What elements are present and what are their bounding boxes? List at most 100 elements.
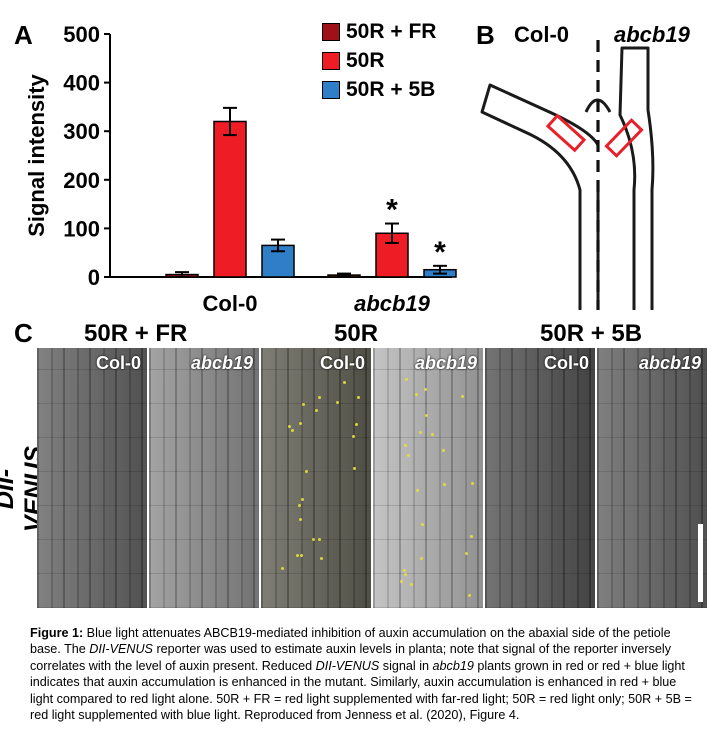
venus-signal-dot xyxy=(287,425,291,429)
venus-signal-dot xyxy=(311,537,315,541)
venus-signal-dot xyxy=(319,557,323,561)
col0-outline xyxy=(480,83,600,310)
y-tick-label: 500 xyxy=(63,22,100,47)
venus-signal-dot xyxy=(407,453,411,457)
venus-signal-dot xyxy=(300,497,304,501)
tile-label: abcb19 xyxy=(414,353,477,373)
venus-signal-dot xyxy=(405,378,409,382)
venus-signal-dot xyxy=(336,400,340,404)
legend-label-b: 50R + 5B xyxy=(346,78,436,101)
micrograph-tile: abcb19 xyxy=(597,348,707,608)
venus-signal-dot xyxy=(357,396,361,400)
chart-legend: 50R + FR 50R 50R + 5B xyxy=(322,20,492,110)
micrograph-tile: Col-0 xyxy=(485,348,595,608)
right-region-box xyxy=(604,118,644,158)
y-tick-label: 0 xyxy=(88,265,100,290)
condition-label-b: 50R + 5B xyxy=(540,320,643,347)
venus-signal-dot xyxy=(468,594,472,598)
significance-star: * xyxy=(434,236,446,269)
venus-signal-dot xyxy=(409,582,413,586)
tile-label: Col-0 xyxy=(544,353,589,373)
venus-signal-dot xyxy=(353,466,357,470)
panel-b-left-label: Col-0 xyxy=(514,22,569,47)
venus-signal-dot xyxy=(470,481,474,485)
caption-text: Blue light attenuates ABCB19-mediated in… xyxy=(30,626,671,657)
y-tick-label: 100 xyxy=(63,216,100,241)
panel-c-letter: C xyxy=(14,318,33,348)
figure-caption: Figure 1: Blue light attenuates ABCB19-m… xyxy=(30,625,700,723)
venus-signal-dot xyxy=(318,396,322,400)
venus-signal-dot xyxy=(281,567,285,571)
tile-label: Col-0 xyxy=(320,353,365,373)
abcb19-outline xyxy=(618,46,655,310)
venus-signal-dot xyxy=(441,448,445,452)
micrograph-tile: Col-0 xyxy=(261,348,371,608)
venus-signal-dot xyxy=(300,553,304,557)
venus-signal-dot xyxy=(470,535,474,539)
micrograph-tile: abcb19 xyxy=(149,348,259,608)
petiole-diagram xyxy=(480,40,655,310)
caption-italic: DII-VENUS xyxy=(89,642,153,657)
venus-signal-dot xyxy=(431,433,435,437)
significance-star: * xyxy=(386,194,398,227)
venus-signal-dot xyxy=(314,409,318,413)
y-tick-label: 400 xyxy=(63,71,100,96)
venus-signal-dot xyxy=(403,568,407,572)
venus-signal-dot xyxy=(355,422,359,426)
venus-signal-dot xyxy=(461,395,464,399)
x-category-label: Col-0 xyxy=(203,291,258,316)
venus-signal-dot xyxy=(298,421,302,425)
venus-signal-dot xyxy=(404,444,408,448)
venus-signal-dot xyxy=(404,572,407,576)
panel-b-right-label: abcb19 xyxy=(614,22,690,47)
venus-signal-dot xyxy=(302,402,306,406)
bar xyxy=(213,120,247,278)
legend-label-fr: 50R + FR xyxy=(346,20,437,43)
caption-italic: abcb19 xyxy=(432,658,474,673)
legend-entry-b: 50R + 5B xyxy=(322,78,435,102)
venus-signal-dot xyxy=(415,392,419,396)
y-tick-label: 300 xyxy=(63,119,100,144)
condition-label-fr: 50R + FR xyxy=(84,320,188,347)
venus-signal-dot xyxy=(352,435,356,439)
y-tick-label: 200 xyxy=(63,168,100,193)
venus-signal-dot xyxy=(421,522,425,526)
caption-text: reporter was used to estimate auxin leve… xyxy=(30,642,671,673)
venus-signal-dot xyxy=(424,414,428,418)
panel-a-letter: A xyxy=(14,20,33,50)
venus-signal-dot xyxy=(424,387,427,391)
x-category-label: abcb19 xyxy=(354,291,431,316)
legend-swatch-b xyxy=(322,81,340,99)
tile-label: abcb19 xyxy=(190,353,253,373)
y-axis-label: Signal intensity xyxy=(24,73,49,236)
venus-signal-dot xyxy=(295,554,299,558)
legend-label-r: 50R xyxy=(346,49,385,72)
venus-signal-dot xyxy=(442,482,446,486)
legend-entry-r: 50R xyxy=(322,49,385,73)
scale-bar xyxy=(698,524,703,602)
legend-entry-fr: 50R + FR xyxy=(322,20,436,44)
venus-signal-dot xyxy=(416,488,420,492)
condition-label-r: 50R xyxy=(334,320,379,347)
venus-signal-dot xyxy=(318,537,322,541)
venus-signal-dot xyxy=(465,552,469,556)
micrograph-tile: Col-0 xyxy=(37,348,147,608)
venus-signal-dot xyxy=(290,428,294,432)
left-region-box xyxy=(545,113,587,153)
tile-label: Col-0 xyxy=(96,353,141,373)
legend-swatch-fr xyxy=(322,23,340,41)
legend-swatch-r xyxy=(322,52,340,70)
venus-signal-dot xyxy=(419,557,423,561)
caption-text: plants grown in red or red + blue light … xyxy=(30,658,692,723)
venus-signal-dot xyxy=(399,580,403,584)
venus-signal-dot xyxy=(342,381,346,385)
bar-chart: 0 100 200 300 400 500 Signal intensity Col-0 abc… xyxy=(24,22,457,316)
micrograph-tile: abcb19 xyxy=(373,348,483,608)
caption-italic: DII-VENUS xyxy=(315,658,380,673)
caption-text: signal in xyxy=(379,658,433,673)
venus-signal-dot xyxy=(305,469,309,473)
tile-label: abcb19 xyxy=(638,353,701,373)
venus-signal-dot xyxy=(298,518,302,522)
venus-signal-dot xyxy=(297,504,301,508)
caption-figure-label: Figure 1: xyxy=(30,626,84,640)
